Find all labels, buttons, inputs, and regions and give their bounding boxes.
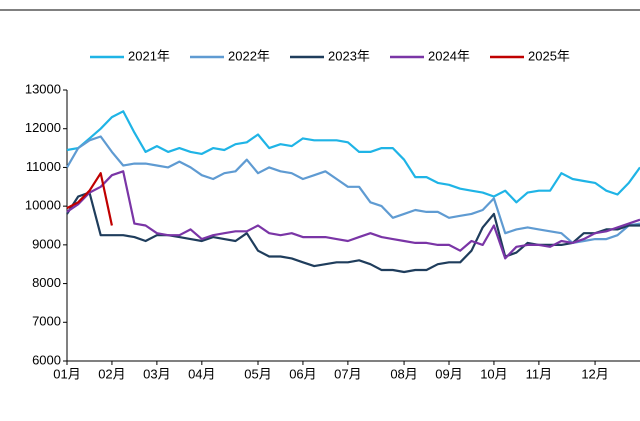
x-tick-label: 04月 [188,366,215,381]
y-tick-label: 12000 [25,120,61,135]
y-tick-label: 11000 [26,159,61,174]
y-tick-label: 7000 [32,314,61,329]
series-line [66,170,640,260]
x-tick-label: 01月 [53,366,80,381]
x-tick-label: 03月 [143,366,170,381]
series-line [66,172,113,226]
y-tick-label: 10000 [25,198,61,213]
x-tick-label: 07月 [334,366,361,381]
x-tick-label: 02月 [98,366,125,381]
series-line [66,110,640,204]
y-tick-label: 9000 [32,236,61,251]
y-tick-label: 8000 [32,275,61,290]
x-tick-label: 09月 [435,366,462,381]
legend-label: 2021年 [128,48,170,63]
legend-label: 2022年 [228,48,270,63]
x-tick-label: 10月 [480,366,507,381]
x-tick-label: 06月 [289,366,316,381]
legend-label: 2025年 [528,48,570,63]
y-tick-label: 13000 [25,81,61,96]
x-tick-label: 11月 [526,366,553,381]
series-line [66,135,640,244]
x-tick-label: 05月 [244,366,271,381]
y-tick-label: 6000 [32,352,61,367]
legend-label: 2024年 [428,48,470,63]
x-tick-label: 08月 [390,366,417,381]
x-tick-label: 12月 [581,366,608,381]
legend-label: 2023年 [328,48,370,63]
